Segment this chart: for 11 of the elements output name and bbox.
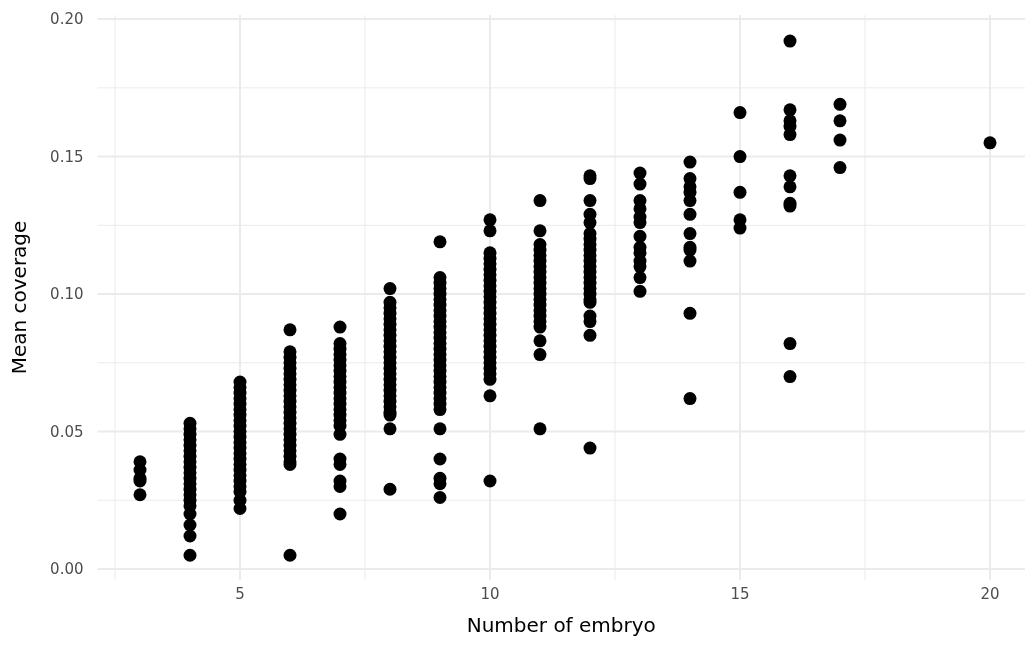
x-axis-title: Number of embryo <box>466 613 656 637</box>
y-tick-label: 0.00 <box>50 560 84 578</box>
y-tick-label: 0.10 <box>50 285 84 304</box>
y-axis-title: Mean coverage <box>7 220 31 375</box>
x-tick-label: 20 <box>980 585 1000 603</box>
y-tick-label: 0.15 <box>50 147 84 166</box>
x-tick-label: 10 <box>480 585 500 603</box>
y-tick-label: 0.05 <box>50 422 84 441</box>
y-tick-label: 0.20 <box>50 10 84 29</box>
x-tick-label: 5 <box>235 585 245 603</box>
x-tick-label: 15 <box>730 585 750 603</box>
